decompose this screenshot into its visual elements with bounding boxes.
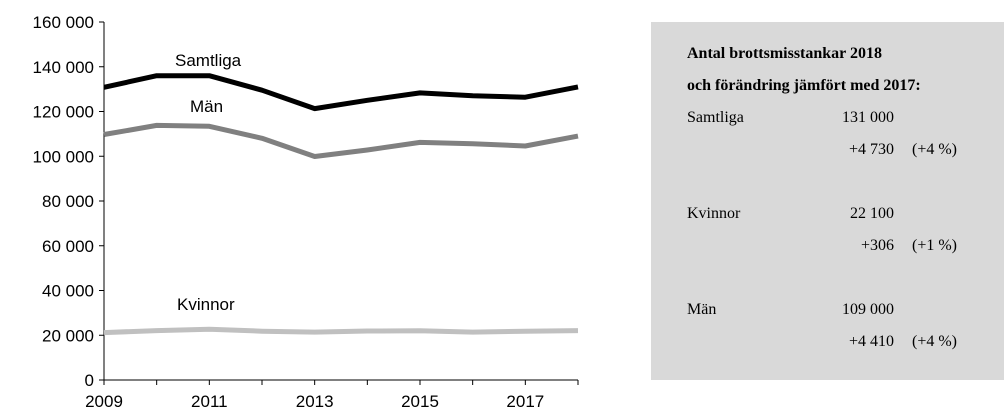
group-change: +306 <box>860 237 894 254</box>
summary-row-total: Samtliga 131 000 <box>687 102 1004 134</box>
group-change: +4 730 <box>848 141 894 158</box>
y-tick-label: 0 <box>85 371 94 390</box>
y-tick-label: 100 000 <box>33 147 94 166</box>
series-line-0 <box>103 73 579 112</box>
series-label-kvinnor: Kvinnor <box>177 295 235 314</box>
series-label-samtliga: Samtliga <box>175 51 242 70</box>
group-pct: (+1 %) <box>912 237 958 254</box>
summary-box: Antal brottsmisstankar 2018 och förändri… <box>651 22 1004 380</box>
y-tick-label: 140 000 <box>33 58 94 77</box>
summary-row-change: +306 (+1 %) <box>687 230 1004 262</box>
series-line-2 <box>103 326 579 336</box>
x-tick-label: 2011 <box>191 392 228 411</box>
y-tick-label: 160 000 <box>33 13 94 32</box>
y-tick-label: 80 000 <box>42 192 94 211</box>
summary-title-line2: och förändring jämfört med 2017: <box>687 77 921 94</box>
x-tick-label: 2013 <box>296 392 334 411</box>
group-name: Samtliga <box>687 109 744 126</box>
group-name: Män <box>687 301 717 318</box>
summary-row-total: Kvinnor 22 100 <box>687 198 1004 230</box>
group-name: Kvinnor <box>687 205 741 222</box>
summary-row-change: +4 730 (+4 %) <box>687 134 1004 166</box>
series-line-1 <box>103 122 579 159</box>
summary-row-total: Män 109 000 <box>687 294 1004 326</box>
y-tick-label: 60 000 <box>42 237 94 256</box>
x-tick-label: 2017 <box>506 392 544 411</box>
group-pct: (+4 %) <box>912 333 958 350</box>
group-total: 109 000 <box>842 301 894 318</box>
line-chart: 0 20 000 40 000 60 000 80 000 100 000 120 000 1… <box>33 13 579 411</box>
x-tick-label: 2015 <box>401 392 439 411</box>
y-tick-label: 20 000 <box>42 326 94 345</box>
group-pct: (+4 %) <box>912 141 958 158</box>
y-tick-label: 120 000 <box>33 103 94 122</box>
summary-title-line1: Antal brottsmisstankar 2018 <box>687 45 882 62</box>
group-total: 22 100 <box>850 205 894 222</box>
group-total: 131 000 <box>842 109 894 126</box>
group-change: +4 410 <box>848 333 894 350</box>
summary-row-change: +4 410 (+4 %) <box>687 326 1004 358</box>
series-label-man: Män <box>190 97 223 116</box>
y-tick-label: 40 000 <box>42 282 94 301</box>
x-tick-label: 2009 <box>85 392 123 411</box>
